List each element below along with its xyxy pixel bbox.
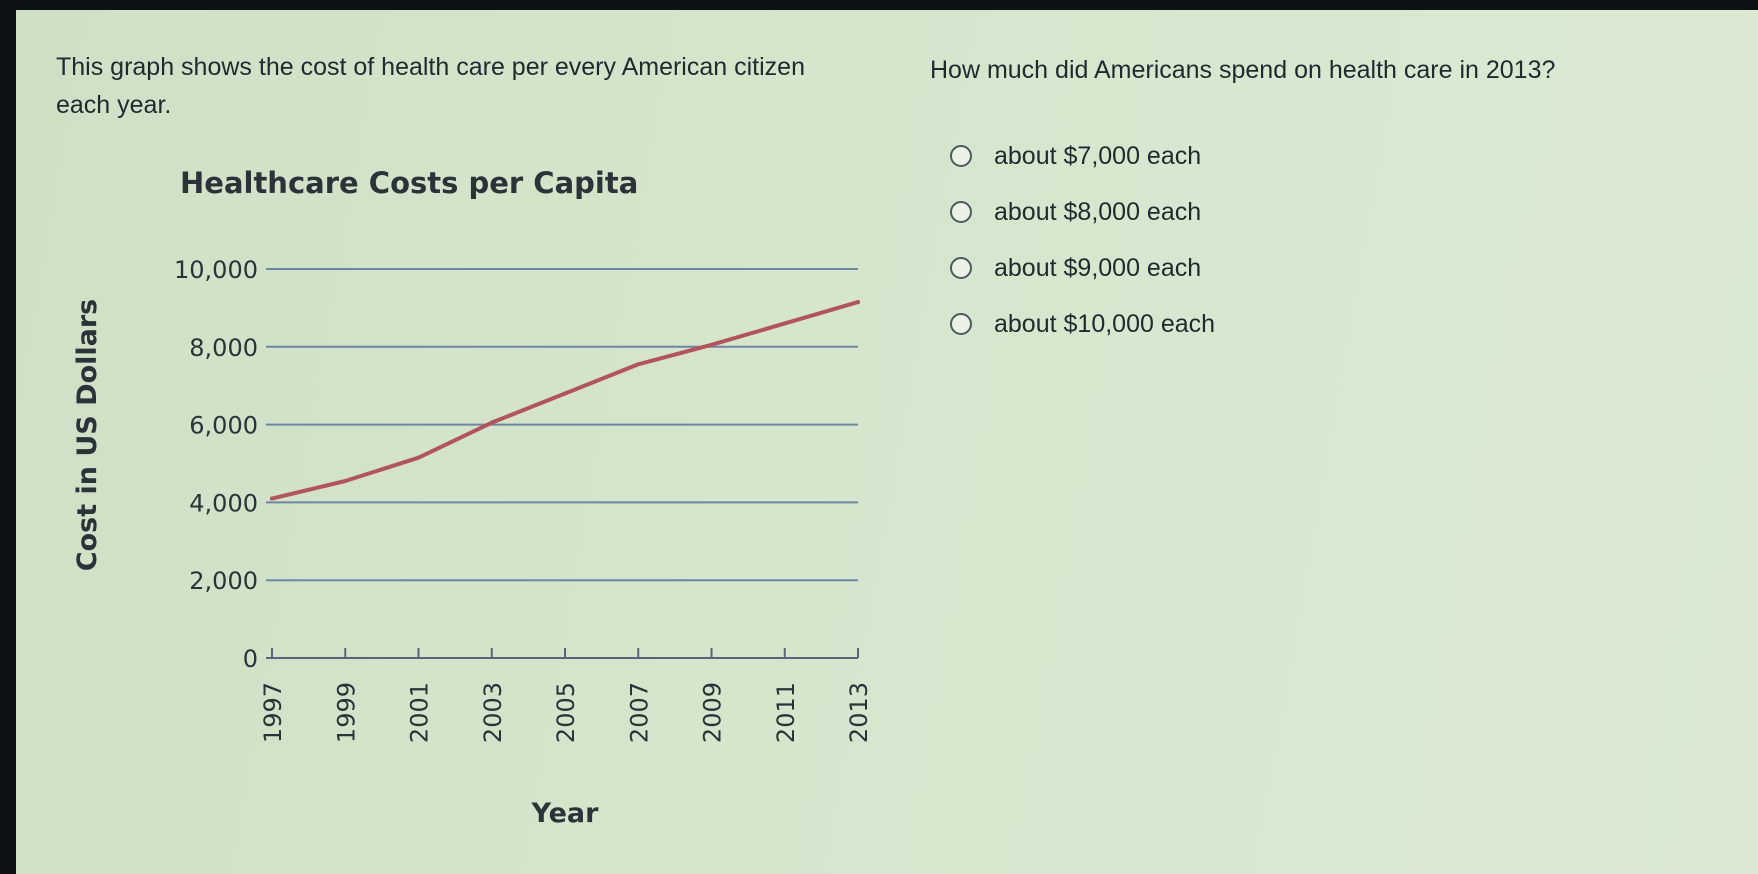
data-point: [416, 455, 421, 460]
choice-8000[interactable]: about $8,000 each: [950, 184, 1215, 240]
radio-button[interactable]: [950, 145, 972, 167]
y-tick-label: 10,000: [174, 256, 258, 284]
grid-lines: [266, 268, 858, 659]
series-layer: [270, 300, 860, 501]
question-text: How much did Americans spend on health c…: [930, 56, 1556, 84]
x-tick-label: 1997: [259, 682, 287, 743]
x-tick-label: 1999: [332, 682, 360, 743]
y-tick-label: 4,000: [189, 489, 258, 517]
data-point: [343, 479, 348, 484]
data-point: [709, 342, 714, 347]
y-axis-label: Cost in US Dollars: [72, 299, 103, 571]
radio-button[interactable]: [950, 201, 972, 223]
x-tick-label: 2007: [625, 682, 653, 743]
radio-button[interactable]: [950, 313, 972, 335]
x-tick-label: 2001: [406, 682, 434, 743]
data-point: [856, 300, 860, 305]
data-point: [489, 420, 494, 425]
answer-choices: about $7,000 each about $8,000 each abou…: [950, 128, 1215, 352]
screen: This graph shows the cost of health care…: [16, 10, 1758, 874]
radio-button[interactable]: [950, 257, 972, 279]
tick-labels: 0 2,000 4,000 6,000 8,000 10,000 1997 1999 2001 2…: [174, 256, 873, 743]
choice-label: about $10,000 each: [994, 309, 1216, 338]
x-tick-label: 2005: [552, 682, 580, 743]
y-tick-label: 8,000: [189, 334, 258, 362]
x-axis-label: Year: [531, 798, 600, 829]
data-point: [782, 321, 787, 326]
x-tick-label: 2013: [845, 682, 873, 743]
x-axis: [271, 648, 859, 658]
data-point: [636, 362, 641, 367]
y-tick-label: 0: [243, 645, 258, 673]
data-point: [270, 496, 274, 501]
x-tick-label: 2009: [699, 682, 727, 743]
y-tick-label: 2,000: [189, 567, 258, 595]
x-tick-label: 2011: [772, 682, 800, 743]
x-tick-label: 2003: [479, 682, 507, 743]
choice-label: about $7,000 each: [994, 141, 1202, 170]
chart-title: Healthcare Costs per Capita: [180, 166, 639, 200]
choice-7000[interactable]: about $7,000 each: [950, 128, 1215, 184]
choice-label: about $8,000 each: [994, 197, 1202, 226]
data-point: [563, 391, 567, 396]
choice-9000[interactable]: about $9,000 each: [950, 240, 1215, 296]
y-tick-label: 6,000: [189, 412, 258, 440]
choice-label: about $9,000 each: [994, 253, 1202, 282]
series-line: [270, 300, 860, 501]
choice-10000[interactable]: about $10,000 each: [950, 296, 1215, 352]
intro-text: This graph shows the cost of health care…: [56, 53, 805, 119]
line-chart: 0 2,000 4,000 6,000 8,000 10,000 1997 1999 2001 2…: [72, 256, 873, 829]
